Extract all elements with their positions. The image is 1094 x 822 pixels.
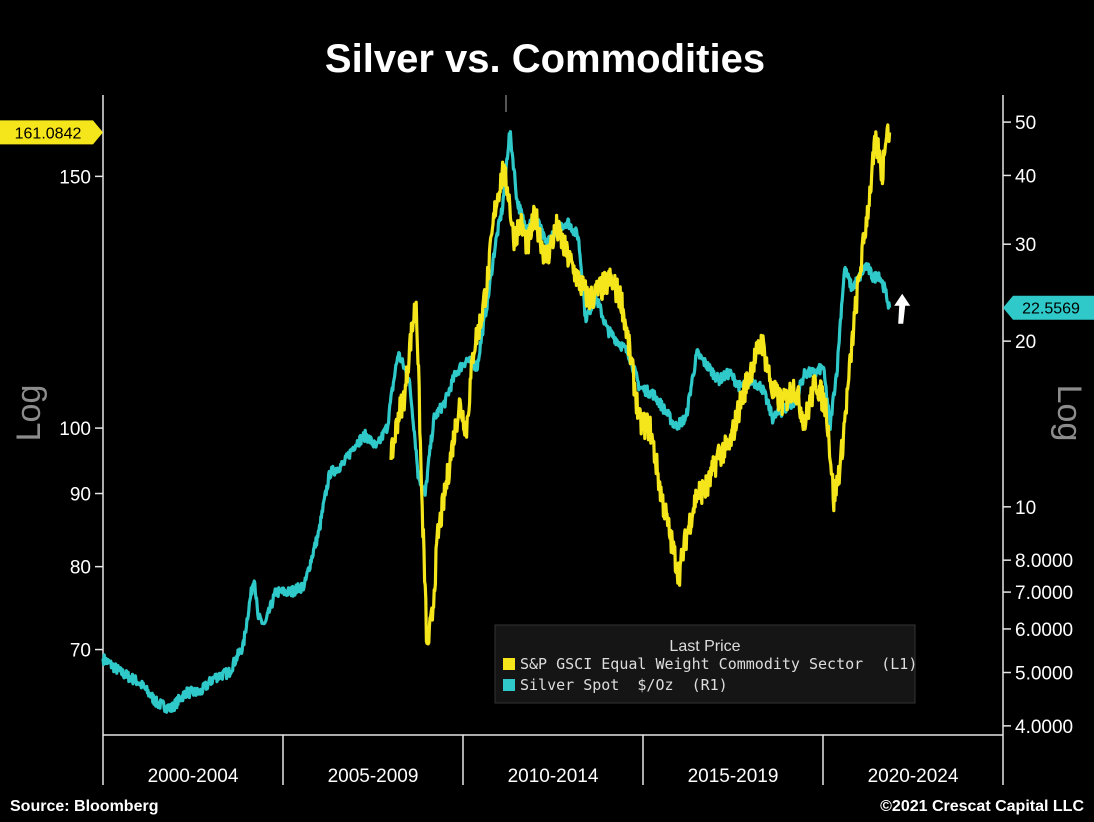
left-last-value-badge: 161.0842 bbox=[0, 120, 103, 145]
legend-swatch-yellow bbox=[503, 658, 515, 670]
left-last-value: 161.0842 bbox=[15, 125, 82, 142]
x-tick-label: 2015-2019 bbox=[688, 766, 779, 787]
left-tick-label: 150 bbox=[59, 167, 91, 188]
right-axis-ticks: 4.0000 5.0000 6.0000 7.0000 8.0000 10 20 30 40 50 bbox=[1003, 113, 1073, 738]
right-tick-label: 6.0000 bbox=[1015, 620, 1073, 641]
right-axis-label: Log bbox=[1050, 385, 1088, 442]
right-tick-label: 40 bbox=[1015, 166, 1036, 187]
series-layer bbox=[101, 123, 892, 714]
right-tick-label: 50 bbox=[1015, 113, 1036, 134]
legend-box bbox=[494, 624, 916, 704]
right-tick-label: 8.0000 bbox=[1015, 551, 1073, 572]
legend-label-silver: Silver Spot $/Oz (R1) bbox=[520, 676, 728, 694]
right-tick-label: 7.0000 bbox=[1015, 583, 1073, 604]
left-tick-label: 70 bbox=[70, 641, 91, 662]
right-tick-label: 10 bbox=[1015, 498, 1036, 519]
x-axis-ticks: 2000-2004 2005-2009 2010-2014 2015-2019 2020… bbox=[102, 735, 1004, 787]
right-last-value: 22.5569 bbox=[1022, 301, 1080, 318]
source-note: Source: Bloomberg bbox=[10, 798, 158, 815]
left-tick-label: 100 bbox=[59, 419, 91, 440]
right-last-value-badge: 22.5569 bbox=[1003, 295, 1094, 320]
commodity-series-line bbox=[389, 123, 892, 646]
chart-title: Silver vs. Commodities bbox=[325, 37, 765, 81]
silver-series-line bbox=[101, 130, 892, 714]
right-tick-label: 5.0000 bbox=[1015, 664, 1073, 685]
right-tick-label: 30 bbox=[1015, 235, 1036, 256]
legend-title: Last Price bbox=[669, 638, 740, 655]
copyright-note: ©2021 Crescat Capital LLC bbox=[880, 798, 1084, 815]
left-axis-label: Log bbox=[10, 385, 48, 442]
right-tick-label: 20 bbox=[1015, 332, 1036, 353]
up-arrow-icon bbox=[894, 293, 911, 324]
right-tick-label: 4.0000 bbox=[1015, 717, 1073, 738]
left-tick-label: 90 bbox=[70, 485, 91, 506]
legend-label-commodity: S&P GSCI Equal Weight Commodity Sector (… bbox=[520, 655, 917, 673]
x-tick-label: 2005-2009 bbox=[328, 766, 419, 787]
x-tick-label: 2020-2024 bbox=[868, 766, 959, 787]
legend-swatch-cyan bbox=[503, 679, 515, 691]
left-axis-ticks: 70 80 90 100 150 bbox=[59, 167, 103, 662]
x-tick-label: 2000-2004 bbox=[148, 766, 239, 787]
legend: Last Price S&P GSCI Equal Weight Commodi… bbox=[494, 624, 917, 704]
x-tick-label: 2010-2014 bbox=[508, 766, 599, 787]
left-tick-label: 80 bbox=[70, 558, 91, 579]
